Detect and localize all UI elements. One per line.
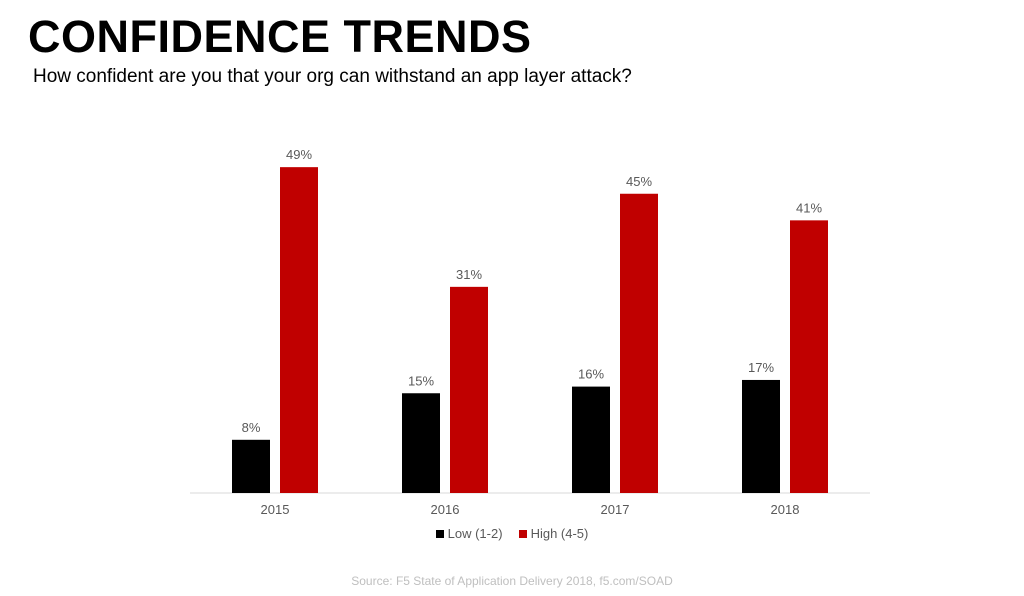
- x-tick-label-2015: 2015: [261, 502, 290, 517]
- legend-swatch-low: [435, 529, 444, 538]
- x-tick-label-2016: 2016: [431, 502, 460, 517]
- legend-label-high: High (4-5): [530, 526, 589, 541]
- bar-high-2018: [790, 220, 828, 493]
- data-label-high-2016: 31%: [456, 267, 482, 282]
- data-label-high-2018: 41%: [796, 200, 822, 215]
- bar-high-2016: [450, 286, 488, 493]
- data-label-high-2015: 49%: [286, 147, 312, 162]
- x-tick-label-2017: 2017: [601, 502, 630, 517]
- bar-low-2016: [402, 393, 440, 493]
- chart-title: CONFIDENCE TRENDS: [28, 11, 532, 62]
- legend: Low (1-2) High (4-5): [0, 526, 1024, 541]
- data-label-high-2017: 45%: [626, 174, 652, 189]
- legend-label-low: Low (1-2): [447, 526, 503, 541]
- data-label-low-2017: 16%: [578, 367, 604, 382]
- bar-high-2017: [620, 193, 658, 493]
- bar-chart: 8% 49% 2015 15% 31% 2016 16% 45% 2017 17% 41% 2018: [190, 147, 870, 517]
- legend-item-low: Low (1-2): [435, 526, 503, 541]
- source-note: Source: F5 State of Application Delivery…: [351, 574, 673, 588]
- bar-low-2015: [232, 439, 270, 493]
- data-label-low-2016: 15%: [408, 373, 434, 388]
- bar-high-2015: [280, 167, 318, 493]
- legend-swatch-high: [518, 529, 527, 538]
- data-label-low-2018: 17%: [748, 360, 774, 375]
- bar-low-2017: [572, 386, 610, 493]
- bar-low-2018: [742, 379, 780, 493]
- data-label-low-2015: 8%: [242, 420, 261, 435]
- legend-item-high: High (4-5): [518, 526, 589, 541]
- x-tick-label-2018: 2018: [771, 502, 800, 517]
- chart-subtitle: How confident are you that your org can …: [33, 66, 632, 87]
